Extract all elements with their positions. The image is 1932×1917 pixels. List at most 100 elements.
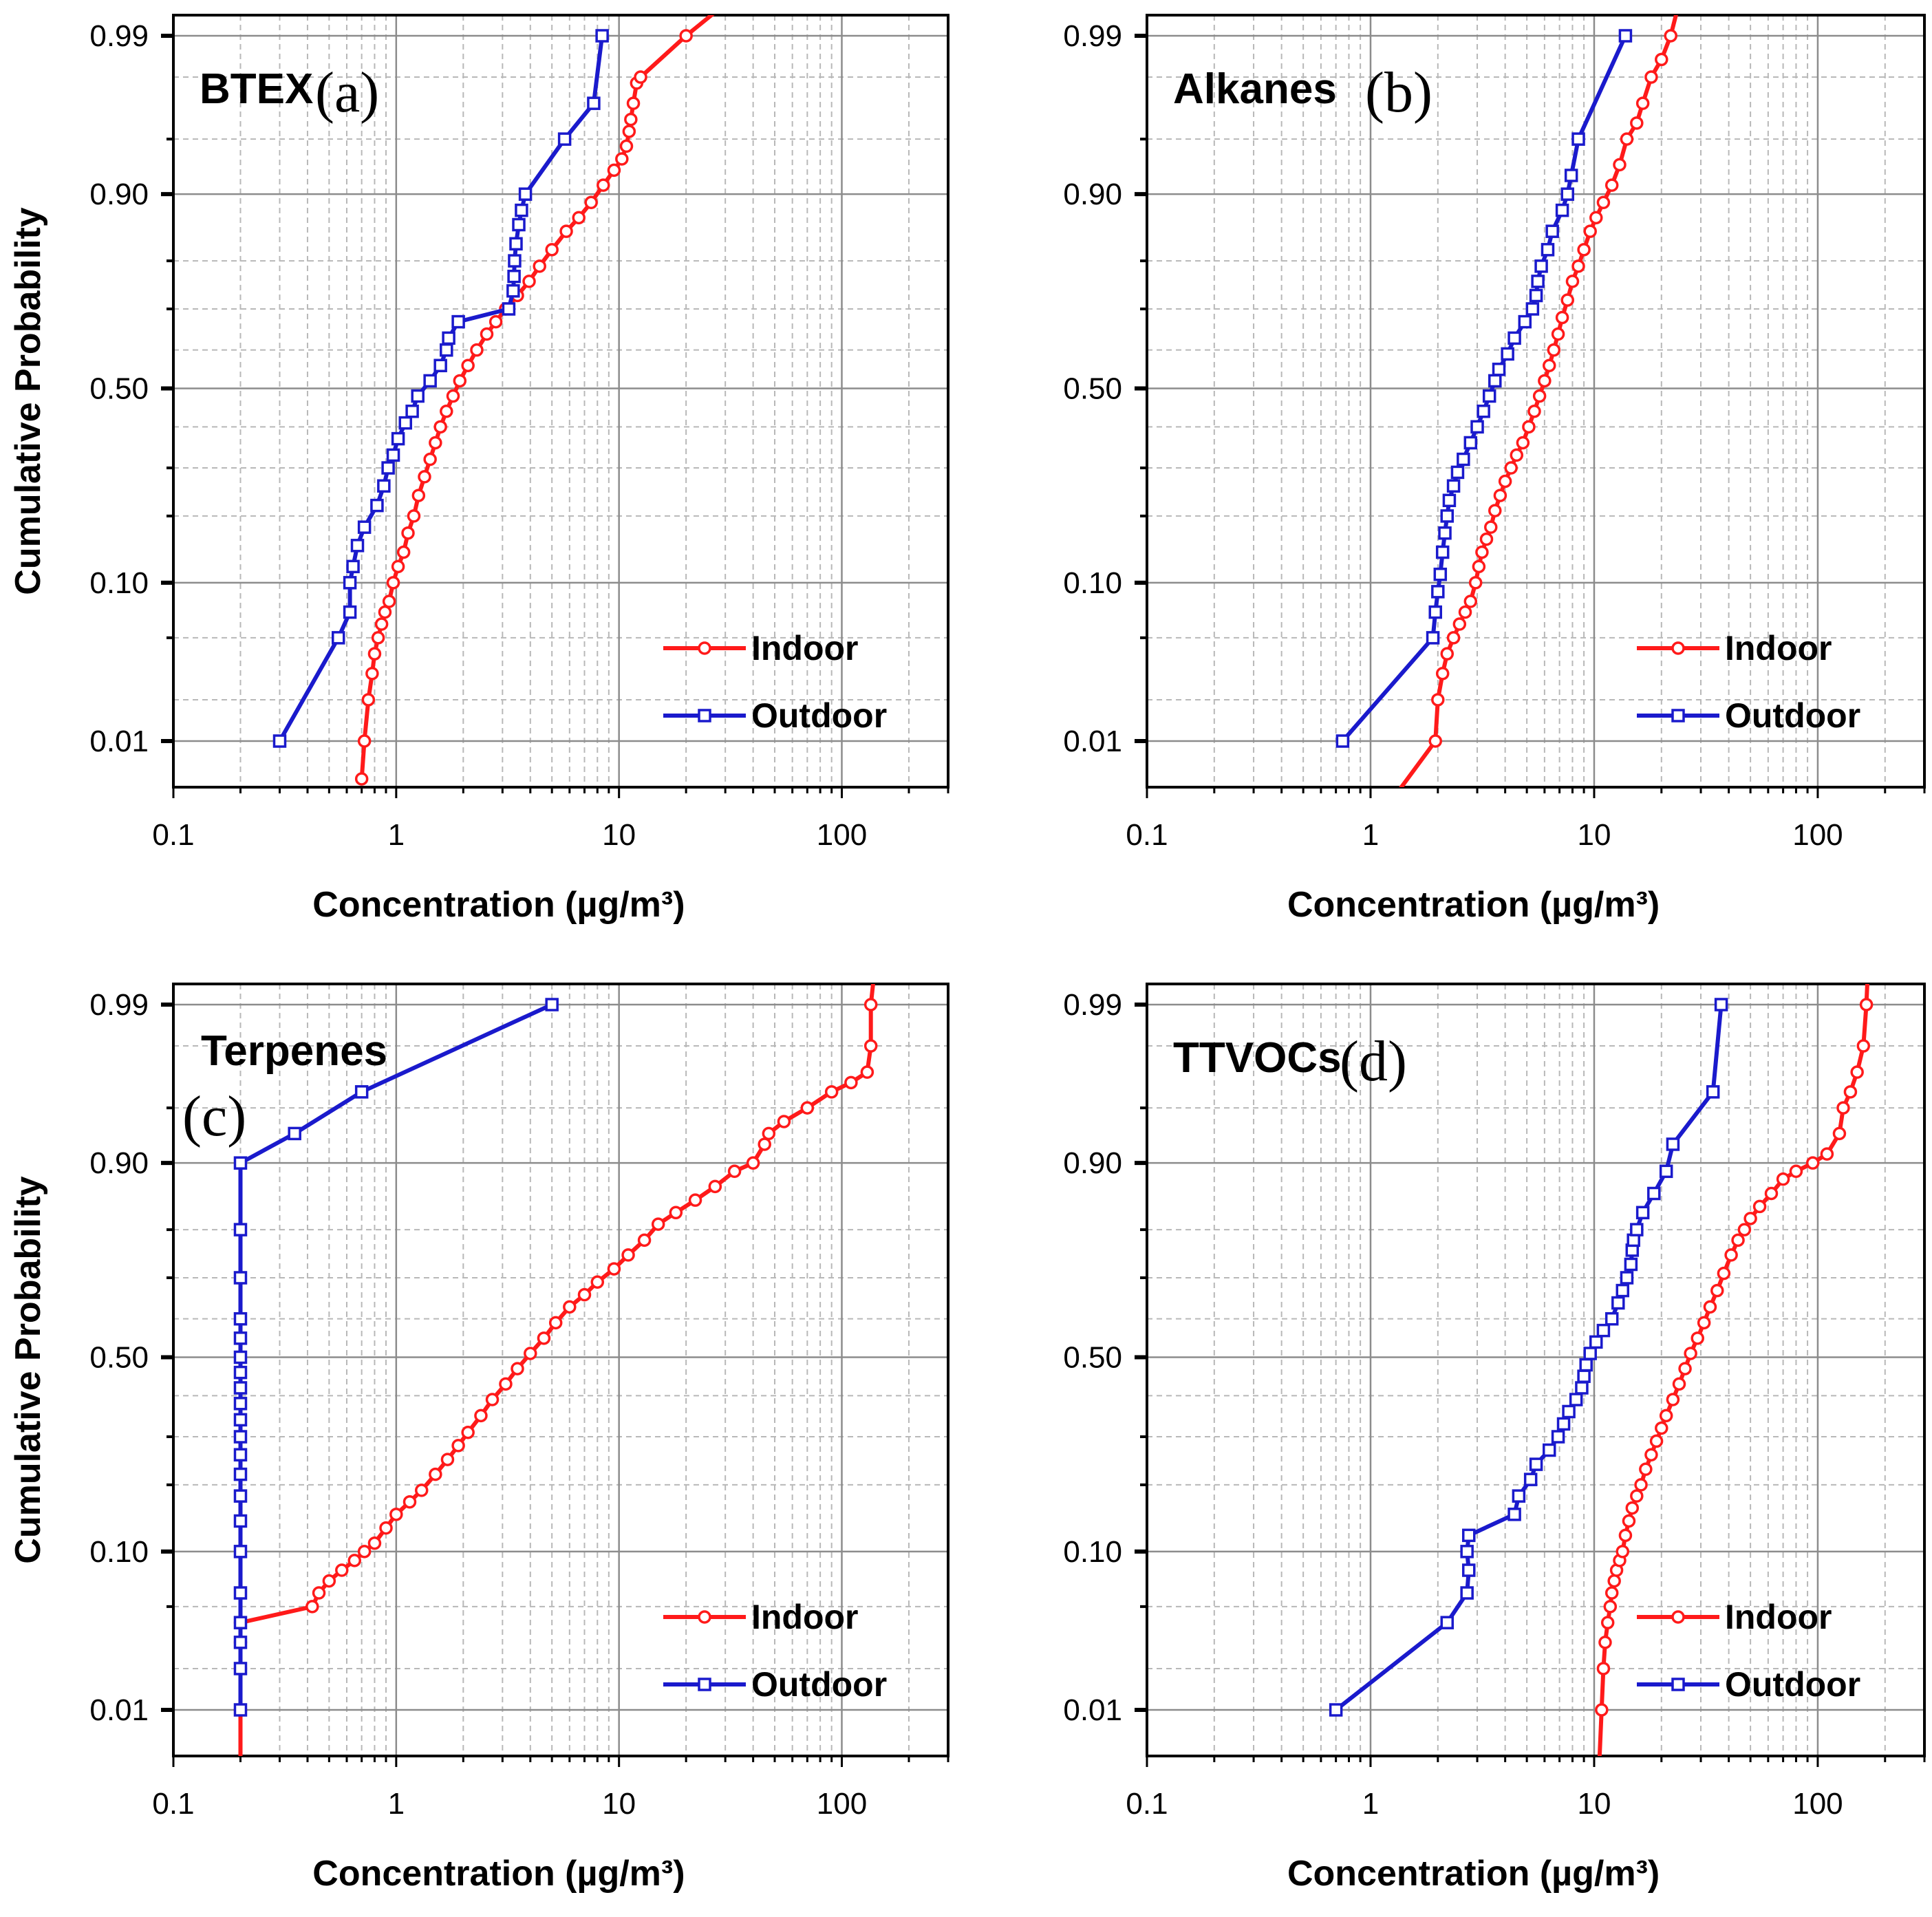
outdoor-data-point: [332, 631, 345, 645]
indoor-legend-label: Indoor: [751, 629, 859, 667]
outdoor-data-point: [1618, 29, 1633, 43]
outdoor-data-point: [1335, 734, 1350, 748]
indoor-data-point: [637, 1233, 652, 1247]
panel-name: Terpenes: [201, 1027, 387, 1075]
indoor-data-point: [1649, 1434, 1664, 1448]
indoor-data-point: [1595, 1703, 1609, 1717]
grid: [1147, 15, 1924, 787]
indoor-data-point: [1551, 327, 1565, 341]
outdoor-data-point: [233, 1448, 248, 1461]
outdoor-data-point: [1507, 1508, 1521, 1521]
outdoor-data-point: [1575, 1381, 1589, 1395]
outdoor-legend-marker: [1671, 709, 1685, 722]
series-group: [1335, 15, 1678, 787]
outdoor-data-point: [233, 1311, 248, 1326]
outdoor-data-point: [1438, 526, 1452, 540]
indoor-data-point: [863, 998, 878, 1011]
y-tick-label: 0.10: [1063, 566, 1122, 600]
indoor-data-point: [1560, 293, 1574, 307]
y-tick-label: 0.10: [89, 1535, 149, 1569]
panel-name: Alkanes: [1173, 65, 1337, 113]
x-axis-title: Concentration (µg/m³): [1287, 885, 1660, 925]
outdoor-data-point: [1523, 1472, 1538, 1486]
indoor-data-point: [800, 1101, 815, 1115]
outdoor-data-point: [346, 559, 360, 574]
plot-frame: [1146, 983, 1926, 1757]
outdoor-data-point: [1562, 1404, 1576, 1419]
indoor-data-point: [1547, 343, 1561, 357]
indoor-data-point: [622, 125, 636, 138]
indoor-data-point: [312, 1586, 326, 1600]
outdoor-data-point: [233, 1545, 248, 1559]
indoor-data-point: [1655, 52, 1668, 67]
outdoor-data-point: [1551, 1430, 1565, 1444]
outdoor-data-point: [502, 302, 516, 316]
series-group: [1329, 984, 1874, 1756]
outdoor-data-point: [1620, 1271, 1634, 1285]
grid: [173, 15, 948, 787]
indoor-data-point: [1479, 532, 1494, 546]
outdoor-data-point: [233, 1662, 248, 1675]
indoor-data-point: [1850, 1065, 1864, 1079]
indoor-data-point: [1630, 116, 1644, 130]
indoor-data-point: [688, 1193, 702, 1207]
plot-frame: [172, 983, 949, 1757]
outdoor-data-point: [233, 1430, 248, 1444]
legend: Indoor Outdoor: [663, 629, 887, 735]
indoor-data-point: [1435, 667, 1450, 681]
indoor-data-point: [1630, 1489, 1644, 1503]
indoor-data-point: [1625, 1501, 1640, 1515]
indoor-data-point: [1468, 576, 1483, 590]
outdoor-data-point: [1635, 1206, 1650, 1220]
indoor-data-point: [1596, 1662, 1611, 1675]
indoor-data-point: [354, 772, 369, 786]
panel-letter-d: (d): [1340, 1029, 1407, 1093]
indoor-data-point: [357, 1545, 372, 1559]
panel-letter-b: (b): [1365, 61, 1432, 125]
outdoor-data-point: [1571, 132, 1585, 146]
outdoor-data-point: [381, 461, 395, 475]
outdoor-data-point: [595, 29, 609, 43]
outdoor-data-point: [233, 1397, 248, 1411]
indoor-data-point: [762, 1126, 776, 1141]
indoor-data-point: [1634, 1478, 1648, 1492]
indoor-data-point: [1484, 520, 1498, 534]
panel-b: 0.01 0.10 0.50 0.90 0.99 0.1 1 10 100 Concentrati…: [1063, 14, 1926, 925]
indoor-data-point: [1431, 693, 1445, 707]
indoor-data-point: [1618, 1528, 1633, 1543]
indoor-data-point: [1635, 96, 1650, 110]
indoor-data-point: [1458, 605, 1472, 619]
outdoor-data-point: [1630, 1223, 1644, 1236]
indoor-data-point: [597, 178, 610, 192]
panel-d: 0.01 0.10 0.50 0.90 0.99 0.1 1 10 100 Concentrati…: [1063, 983, 1926, 1894]
outdoor-data-point: [1501, 347, 1514, 361]
outdoor-data-point: [557, 132, 572, 146]
indoor-data-point: [1493, 489, 1507, 502]
y-tick-label: 0.50: [89, 372, 149, 406]
outdoor-data-point: [405, 405, 419, 418]
indoor-data-point: [537, 1331, 551, 1345]
series-group: [272, 15, 715, 786]
outdoor-data-point: [386, 448, 400, 462]
indoor-data-point: [391, 559, 405, 574]
outdoor-data-point: [233, 1636, 248, 1649]
indoor-data-point: [746, 1156, 760, 1170]
outdoor-data-point: [1525, 302, 1540, 316]
indoor-data-point: [679, 29, 693, 43]
outdoor-data-point: [1512, 1489, 1526, 1503]
y-tick-label: 0.99: [89, 19, 149, 53]
indoor-data-point: [335, 1563, 349, 1577]
y-tick-label: 0.90: [1063, 178, 1122, 211]
indoor-data-point: [522, 275, 536, 288]
indoor-data-point: [1613, 158, 1627, 172]
indoor-data-point: [367, 647, 382, 661]
x-tick-label: 10: [602, 818, 636, 852]
indoor-data-point: [429, 1467, 442, 1481]
indoor-data-point: [1655, 1421, 1668, 1435]
indoor-data-point: [322, 1574, 336, 1588]
outdoor-data-point: [233, 1350, 248, 1364]
outdoor-data-point: [1589, 1335, 1603, 1349]
outdoor-data-point: [1579, 1358, 1593, 1372]
y-tick-label: 0.01: [1063, 1693, 1122, 1727]
outdoor-data-point: [1518, 314, 1532, 329]
